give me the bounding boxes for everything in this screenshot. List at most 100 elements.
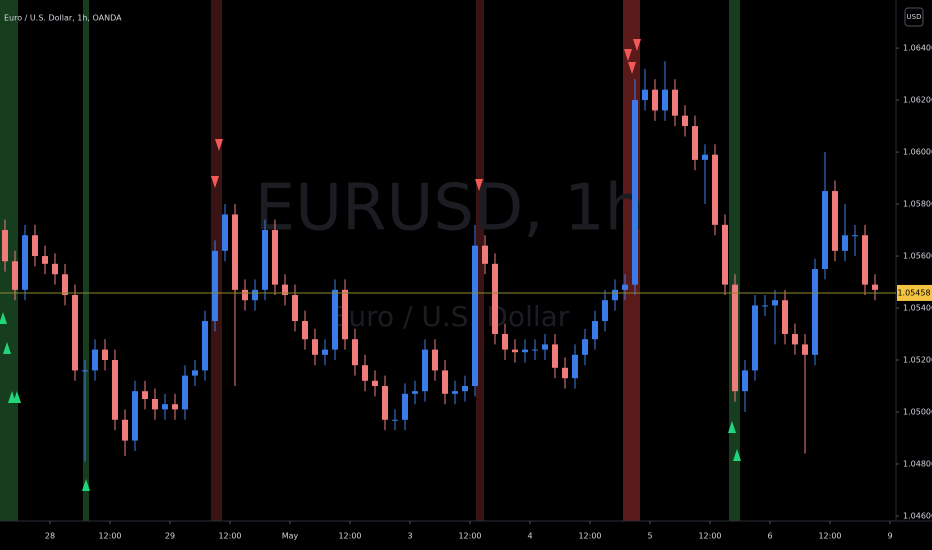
candle-body xyxy=(262,230,268,290)
candle-body xyxy=(652,89,658,111)
y-tick-label: 1.04600 xyxy=(903,511,932,520)
currency-label[interactable]: USD xyxy=(907,13,922,21)
sell-signal xyxy=(624,49,632,61)
candle-body xyxy=(242,289,248,301)
candle-body xyxy=(342,289,348,340)
candle-body xyxy=(232,214,238,290)
x-tick-label: 12:00 xyxy=(458,532,481,541)
green-band xyxy=(83,0,89,521)
candle-body xyxy=(452,391,458,394)
candle-body xyxy=(752,305,758,371)
candle-body xyxy=(682,115,688,127)
y-tick-label: 1.05800 xyxy=(903,200,932,209)
candle-body xyxy=(792,334,798,345)
candle-body xyxy=(332,289,338,350)
candle-body xyxy=(732,284,738,392)
x-tick-label: 12:00 xyxy=(698,532,721,541)
x-tick-label: 5 xyxy=(647,532,652,541)
y-tick-label: 1.06200 xyxy=(903,96,932,105)
candle-body xyxy=(432,349,438,371)
candle-body xyxy=(12,261,18,290)
candle-body xyxy=(172,404,178,410)
x-tick-label: 29 xyxy=(165,532,175,541)
sell-signal xyxy=(215,139,223,151)
watermark-description: Euro / U.S. Dollar xyxy=(331,300,570,333)
candle-body xyxy=(22,235,28,290)
candle-body xyxy=(402,393,408,420)
candle-body xyxy=(462,385,468,392)
chart-title: Euro / U.S. Dollar, 1h, OANDA xyxy=(4,14,122,23)
candle-body xyxy=(422,349,428,392)
candle-body xyxy=(42,256,48,264)
candle-body xyxy=(522,349,528,353)
candle-body xyxy=(92,349,98,371)
candle-body xyxy=(82,370,88,372)
candle-body xyxy=(772,300,778,306)
candle-body xyxy=(72,295,78,371)
candle-body xyxy=(222,214,228,251)
buy-signal xyxy=(13,391,21,403)
candle-body xyxy=(872,284,878,290)
signals xyxy=(0,312,741,491)
y-tick-label: 1.05000 xyxy=(903,407,932,416)
candle-body xyxy=(442,370,448,394)
candle-body xyxy=(252,289,258,301)
current-price-box xyxy=(897,284,932,301)
buy-signal xyxy=(3,342,11,354)
sell-signal xyxy=(628,62,636,74)
currency-button[interactable] xyxy=(904,7,924,27)
candle-body xyxy=(612,289,618,301)
y-tick-label: 1.06400 xyxy=(903,44,932,53)
candle-body xyxy=(102,349,108,361)
candle-body xyxy=(802,344,808,355)
x-tick-label: 28 xyxy=(45,532,55,541)
current-price-label: 1.05458 xyxy=(897,288,930,297)
candle-body xyxy=(32,235,38,257)
x-tick-label: 12:00 xyxy=(218,532,241,541)
candle-body xyxy=(562,367,568,379)
candle-body xyxy=(112,360,118,420)
green-band xyxy=(0,0,18,521)
candle-body xyxy=(762,305,768,307)
candle-body xyxy=(862,235,868,285)
candle-body xyxy=(62,274,68,296)
candle-body xyxy=(282,284,288,296)
y-tick-label: 1.05600 xyxy=(903,252,932,261)
candle-body xyxy=(132,391,138,441)
candle-body xyxy=(602,300,608,322)
candle-body xyxy=(162,404,168,410)
candle-body xyxy=(492,263,498,335)
x-tick-label: 4 xyxy=(527,532,532,541)
candle-body xyxy=(362,365,368,381)
candle-body xyxy=(592,321,598,340)
y-tick-label: 1.05200 xyxy=(903,356,932,365)
buy-signal xyxy=(728,421,736,433)
candle-body xyxy=(472,245,478,386)
y-tick-label: 1.04800 xyxy=(903,459,932,468)
sell-signal xyxy=(475,179,483,191)
candle-body xyxy=(312,339,318,355)
candle-body xyxy=(412,391,418,394)
candle-body xyxy=(372,380,378,386)
candle-body xyxy=(52,263,58,275)
buy-signal xyxy=(82,479,90,491)
candle-body xyxy=(382,385,388,420)
candle-body xyxy=(662,89,668,111)
candle-body xyxy=(2,230,8,262)
green-band xyxy=(729,0,740,521)
y-tick-label: 1.06000 xyxy=(903,148,932,157)
x-tick-label: 3 xyxy=(407,532,412,541)
candle-body xyxy=(742,370,748,392)
candle-body xyxy=(572,354,578,379)
x-tick-label: 12:00 xyxy=(338,532,361,541)
candle-body xyxy=(182,375,188,410)
candle-body xyxy=(142,391,148,399)
candle-body xyxy=(842,235,848,251)
candle-body xyxy=(152,398,158,410)
x-tick-label: 12:00 xyxy=(98,532,121,541)
candle-body xyxy=(392,419,398,421)
sell-signal xyxy=(211,176,219,188)
sell-signal xyxy=(633,39,641,51)
